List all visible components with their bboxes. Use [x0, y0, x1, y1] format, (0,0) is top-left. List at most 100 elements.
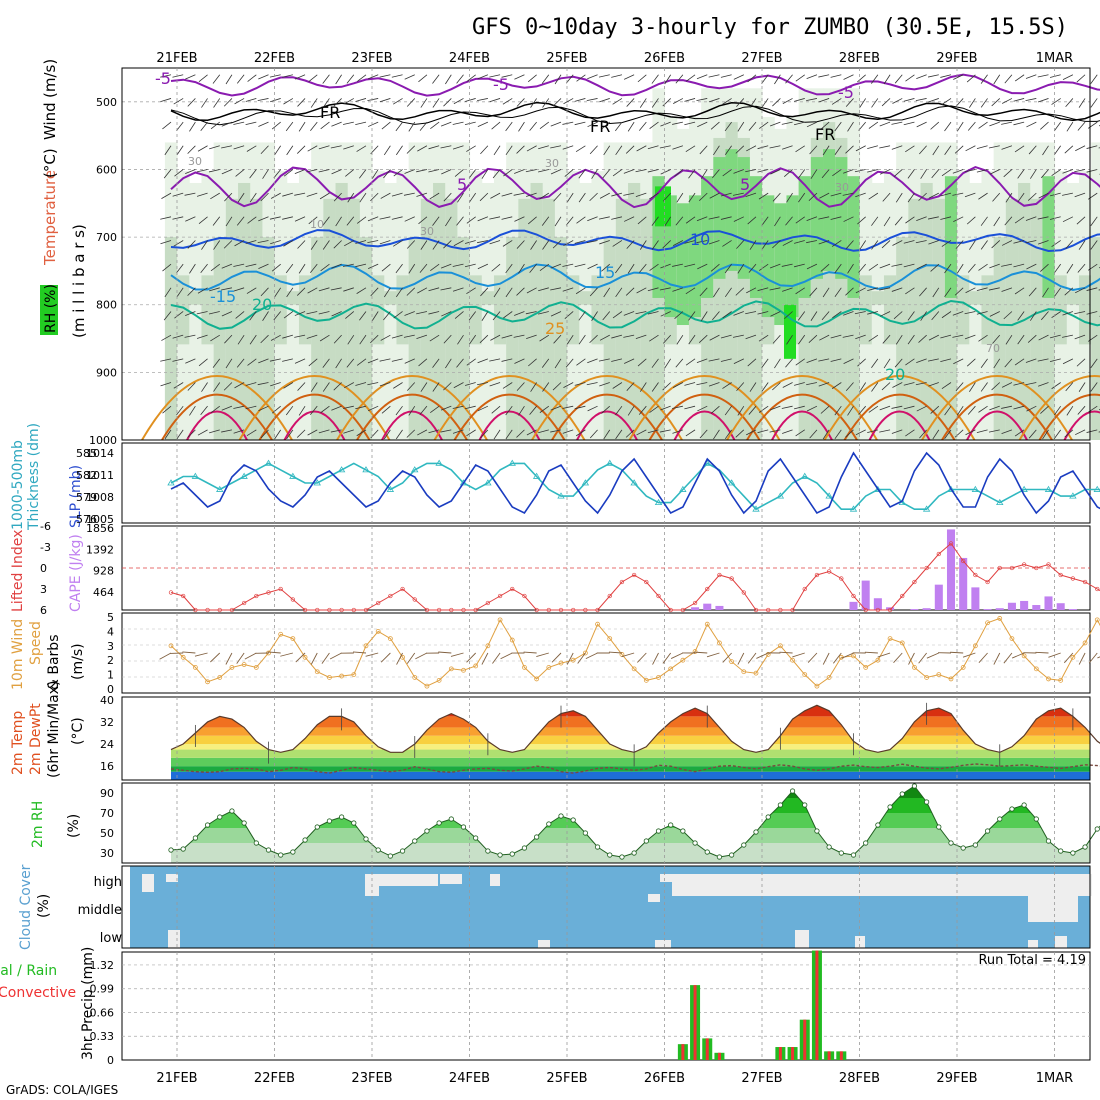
wind-barb [318, 145, 330, 150]
cape-bar [922, 608, 931, 610]
wind-barb [976, 287, 988, 291]
wind-speed-marker [1058, 677, 1064, 683]
wind-barb [782, 240, 793, 246]
wind-barb [417, 287, 428, 294]
wind-barb [516, 240, 525, 249]
wind-barb [806, 382, 818, 386]
wind-barb [967, 263, 976, 273]
wind-barb [708, 240, 720, 245]
wind-barb [445, 216, 452, 227]
wind-barb [976, 429, 988, 433]
lifted-index-marker [1095, 586, 1100, 592]
wind-barb [395, 145, 403, 156]
wind-barb [575, 429, 586, 437]
wind-barb [318, 287, 330, 292]
wind-barb [552, 382, 562, 391]
wind-units: (m/s) [70, 643, 86, 680]
wind-barb [430, 263, 440, 272]
rh-marker [192, 835, 198, 841]
wind-barb [246, 287, 257, 294]
wind-barb [966, 358, 976, 367]
wind-barb [359, 311, 367, 321]
wind-speed-marker [473, 663, 479, 669]
wind-barb [477, 98, 488, 102]
wind-barb [286, 287, 294, 298]
wind-barb [916, 405, 927, 412]
wind-barb [699, 287, 708, 297]
wind-barb [855, 287, 866, 294]
wind-barb-10m [706, 652, 720, 658]
wind-barb [749, 240, 757, 250]
warm-contour [576, 410, 638, 441]
wind-barb [761, 216, 769, 226]
wind-barb [514, 311, 525, 316]
wind-barb [172, 216, 184, 220]
wind-barb [1086, 429, 1098, 433]
wind-barb [381, 405, 391, 414]
wind-barb [331, 121, 342, 127]
wind-barb-10m [1088, 652, 1098, 664]
wind-barb [235, 311, 245, 319]
wind-barb [931, 169, 940, 179]
wind-barb [258, 263, 269, 269]
wind-barb [331, 311, 342, 317]
wind-barb [539, 405, 550, 413]
wind-barb [296, 429, 306, 438]
wind-barb [732, 192, 744, 196]
wind-barb [452, 145, 464, 150]
rh-marker [314, 824, 320, 830]
wind-barb-10m [962, 652, 976, 658]
wind-barb [761, 382, 769, 392]
temp-label-1: 2m Temp [10, 711, 26, 775]
wind-barb [235, 169, 245, 177]
wind-barb [477, 263, 489, 270]
wind-barb [651, 74, 659, 84]
rh-marker [217, 814, 223, 820]
rh-marker [399, 848, 406, 854]
rh-marker [765, 814, 771, 820]
wind-barb [932, 287, 940, 298]
wind-barb [529, 263, 537, 273]
wind-barb [928, 240, 939, 245]
contour-label: 5 [457, 175, 467, 194]
wind-barb [712, 311, 720, 321]
wind-barb [952, 334, 964, 338]
wind-barb [247, 216, 257, 224]
wind-barb [881, 382, 891, 391]
wind-barb [160, 358, 172, 362]
wind-barb [696, 382, 708, 386]
wind-barb [176, 121, 184, 132]
rh-marker [802, 802, 808, 808]
rh-marker [850, 852, 857, 858]
wind-barb [393, 382, 403, 389]
wind-barb [733, 216, 744, 222]
wind-barb [624, 358, 635, 364]
wind-barb [1041, 169, 1049, 179]
wind-barb [391, 358, 403, 362]
wind-barb [283, 169, 294, 177]
wind-barb [346, 358, 355, 368]
wind-barb [1028, 287, 1037, 297]
wind-speed-marker [668, 666, 674, 672]
rh-shade-mid [250, 198, 263, 440]
wind-barb [659, 429, 671, 433]
wind-barb [672, 405, 683, 409]
wind-barb [978, 334, 988, 342]
wind-speed-marker [972, 643, 978, 649]
wind-barb [1053, 287, 1062, 297]
wind-barb [406, 145, 416, 154]
wind-barb [420, 240, 428, 250]
wind-barb [505, 429, 513, 440]
wind-barb [391, 216, 403, 220]
temp-band [122, 697, 1090, 705]
wind-barb [611, 74, 623, 78]
wind-barb [367, 263, 379, 270]
wind-barb [343, 287, 354, 292]
wind-barb [915, 382, 927, 386]
wind-barb [772, 240, 781, 249]
wind-speed-marker [485, 643, 491, 649]
wind-barb [197, 145, 208, 152]
wind-barb [452, 405, 464, 409]
wind-barb [907, 192, 915, 203]
wind-barb [163, 311, 172, 321]
